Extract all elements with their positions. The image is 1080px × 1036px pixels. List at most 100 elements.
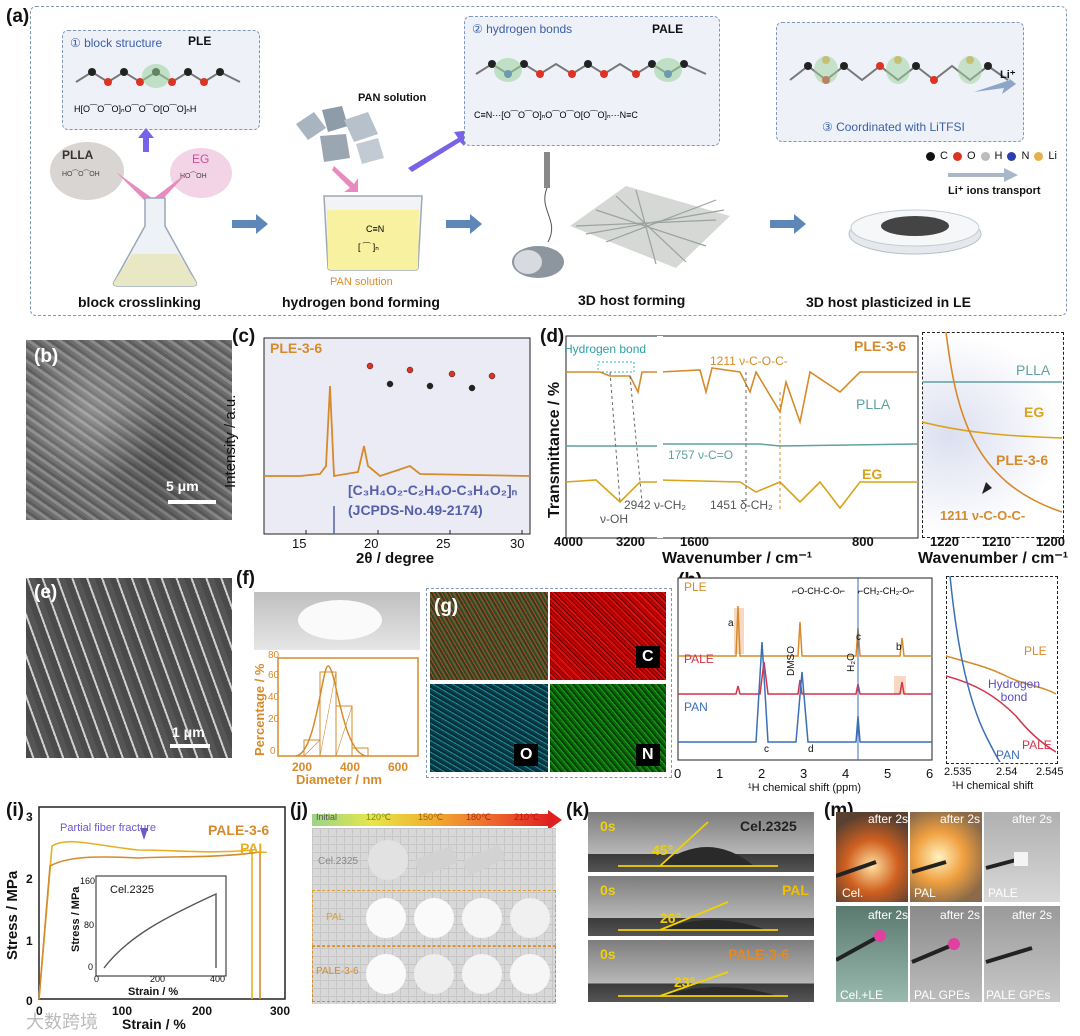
inset-tick-1220: 1220 bbox=[930, 534, 959, 549]
eg-spectrum-label: EG bbox=[862, 466, 883, 482]
xrd-formula: [C₃H₄O₂-C₂H₄O-C₃H₄O₂]ₙ bbox=[348, 482, 518, 498]
annot-1451: 1451 δ-CH₂ bbox=[710, 498, 773, 512]
eds-map-overlay bbox=[430, 592, 548, 680]
xrd-ylabel: Intensity / a.u. bbox=[222, 394, 239, 488]
nmr-inset bbox=[946, 576, 1058, 764]
xrd-tick-30: 30 bbox=[510, 536, 525, 551]
xrd-xlabel: 2θ / degree bbox=[356, 550, 435, 567]
plla-label: PLLA bbox=[62, 148, 94, 162]
inset-xlabel: Wavenumber / cm⁻¹ bbox=[918, 550, 1069, 567]
svg-text:C≡N: C≡N bbox=[366, 224, 384, 234]
nmr-pan-label: PAN bbox=[684, 700, 708, 714]
scale-label-e: 1 μm bbox=[172, 724, 205, 740]
nmr-inset-ple-label: PLE bbox=[1024, 644, 1047, 658]
nmr-pale-label: PALE bbox=[684, 652, 714, 666]
eg-spectrum bbox=[565, 479, 918, 510]
ple36-label: PLE-3-6 bbox=[854, 338, 907, 354]
peak-b-label: b bbox=[896, 642, 902, 653]
eds-label-c: C bbox=[636, 646, 660, 668]
inset-ple-label: PLE-3-6 bbox=[996, 452, 1049, 468]
angle-pale: 23° bbox=[674, 974, 696, 990]
ftir-tick-1600: 1600 bbox=[680, 534, 709, 549]
flask-icon bbox=[112, 197, 198, 287]
stress-xlabel: Strain / % bbox=[122, 1016, 186, 1032]
panel-k-label: (k) bbox=[566, 800, 590, 821]
beaker-icon: C≡N [ ⁀ ]ₙ bbox=[323, 195, 423, 271]
scale-bar-e bbox=[170, 744, 210, 748]
flame-pal-gpe bbox=[910, 906, 982, 1002]
cel-inset-curve bbox=[103, 892, 217, 969]
pale36-curve bbox=[38, 851, 261, 1000]
coordinated-molecule-icon bbox=[789, 56, 1016, 94]
nmr-xlabel: ¹H chemical shift (ppm) bbox=[748, 782, 862, 794]
step4-label: 3D host plasticized in LE bbox=[806, 294, 971, 310]
arrow-right-icon bbox=[232, 214, 268, 234]
arrow-right-icon bbox=[446, 214, 482, 234]
flame-cel-label: Cel. bbox=[842, 886, 864, 900]
nmr-inset-hbond-label: Hydrogen bond bbox=[987, 677, 1041, 705]
sem-image-b bbox=[26, 340, 232, 520]
hist-tick-400: 400 bbox=[340, 760, 361, 774]
annot-1211: 1211 ν-C-O-C- bbox=[710, 354, 788, 368]
svg-text:⌐O-CH-C-O⌐: ⌐O-CH-C-O⌐ bbox=[792, 586, 845, 596]
temp-initial: Initial bbox=[316, 812, 338, 822]
xrd-jcpds: (JCPDS-No.49-2174) bbox=[348, 502, 483, 518]
electrospinning-icon bbox=[512, 152, 564, 278]
panel-i-label: (i) bbox=[6, 800, 24, 821]
block-structure-label: ① block structure bbox=[70, 36, 163, 50]
coordinated-label: ③ Coordinated with LiTFSI bbox=[822, 120, 965, 134]
inset-tick-1210: 1210 bbox=[982, 534, 1011, 549]
pan-solution-top-label: PAN solution bbox=[358, 92, 427, 104]
scale-label-b: 5 μm bbox=[166, 478, 199, 494]
eg-bubble bbox=[170, 148, 232, 198]
panel-a-label: (a) bbox=[6, 6, 30, 27]
contact-pale-label: PALE-3-6 bbox=[728, 946, 790, 962]
nmr-pale-spectrum bbox=[678, 661, 932, 695]
ftir-tick-800: 800 bbox=[852, 534, 874, 549]
ftir-tick-3200: 3200 bbox=[616, 534, 645, 549]
gradient-arrow-icon bbox=[548, 810, 562, 830]
panel-j-label: (j) bbox=[290, 800, 308, 821]
step2-label: hydrogen bond forming bbox=[282, 294, 440, 310]
contact-cel-label: Cel.2325 bbox=[740, 818, 797, 834]
svg-text:⌐CH₂-CH₂-O⌐: ⌐CH₂-CH₂-O⌐ bbox=[858, 586, 915, 596]
row-pale-label: PALE-3-6 bbox=[316, 966, 359, 977]
flame-pale-label: PALE bbox=[988, 886, 1018, 900]
hist-tick-600: 600 bbox=[388, 760, 409, 774]
inset-eg-label: EG bbox=[1024, 404, 1045, 420]
nmr-ple-label: PLE bbox=[684, 580, 707, 594]
row-pal-label: PAL bbox=[326, 912, 345, 923]
fiber-mat-icon bbox=[570, 186, 730, 268]
scale-bar-b bbox=[168, 500, 216, 504]
pale-molecule-icon: C≡N⋯[O⁀O⁀O]ₙO⁀O⁀O[O⁀O]ₙ⋯N≡C bbox=[474, 58, 707, 120]
ftir-xlabel: Wavenumber / cm⁻¹ bbox=[662, 550, 813, 567]
hist-xlabel: Diameter / nm bbox=[296, 772, 382, 787]
inset-cel-label: Cel.2325 bbox=[110, 884, 155, 896]
stress-strain-chart bbox=[38, 806, 286, 1000]
hist-tick-200: 200 bbox=[292, 760, 313, 774]
nmr-ple-spectrum bbox=[678, 605, 932, 657]
inset-ple-line bbox=[945, 332, 1062, 513]
arrow-right-icon bbox=[770, 214, 806, 234]
svg-text:C≡N⋯[O⁀O⁀O]ₙO⁀O⁀O[O⁀O]ₙ⋯N≡C: C≡N⋯[O⁀O⁀O]ₙO⁀O⁀O[O⁀O]ₙ⋯N≡C bbox=[474, 109, 638, 120]
xrd-tick-20: 20 bbox=[364, 536, 379, 551]
element-legend: C O H N Li bbox=[926, 150, 1057, 162]
pale-label: PALE bbox=[652, 22, 684, 36]
nmr-inset-pale-label: PALE bbox=[1022, 738, 1052, 752]
svg-text:[ ⁀ ]ₙ: [ ⁀ ]ₙ bbox=[358, 241, 379, 252]
temp-120: 120℃ bbox=[366, 812, 392, 822]
pale36-curve-label: PALE-3-6 bbox=[208, 822, 270, 838]
sem-image-e bbox=[26, 578, 232, 758]
eds-label-n: N bbox=[636, 744, 660, 766]
hydrogen-bonds-label: ② hydrogen bonds bbox=[472, 22, 573, 36]
flame-cel-le-label: Cel.+LE bbox=[840, 988, 884, 1002]
diameter-histogram bbox=[277, 657, 419, 757]
nmr-chart: ⌐O-CH-C-O⌐ ⌐CH₂-CH₂-O⌐ bbox=[677, 577, 933, 761]
nmr-inset-xlabel: ¹H chemical shift bbox=[952, 780, 1034, 792]
flame-pal-gpe-label: PAL GPEs bbox=[914, 988, 971, 1002]
ple-molecule-icon: H[O⁀O⁀O]ₙO⁀O⁀O[O⁀O]ₙH bbox=[74, 64, 241, 114]
contact-pal-label: PAL bbox=[782, 882, 809, 898]
eds-label-o: O bbox=[514, 744, 539, 766]
annot-oh: ν-OH bbox=[600, 512, 628, 526]
pal-curve-label: PAL bbox=[240, 840, 267, 856]
